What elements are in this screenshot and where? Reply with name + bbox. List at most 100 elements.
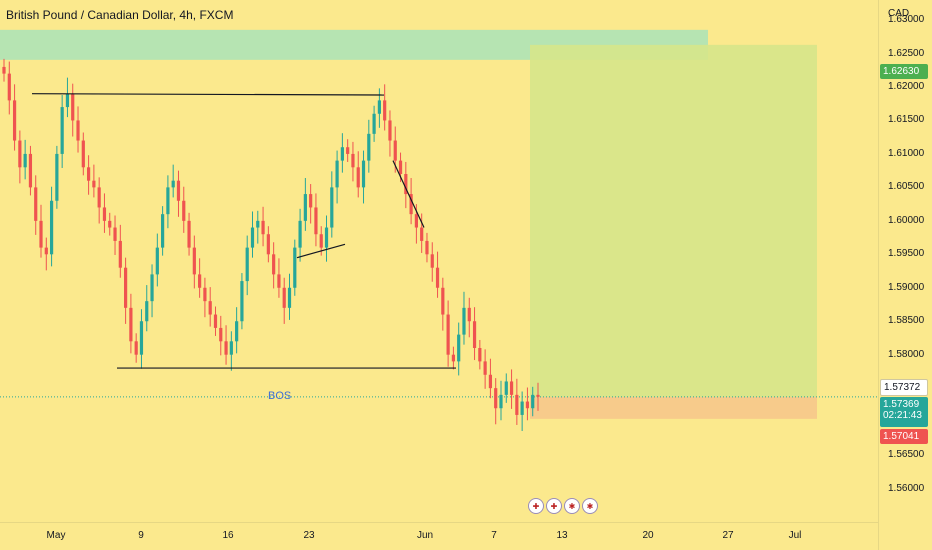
candle-body bbox=[303, 194, 307, 221]
candle-body bbox=[150, 274, 154, 302]
candle-body bbox=[71, 93, 75, 121]
candle-body bbox=[256, 220, 260, 228]
price-tick: 1.60000 bbox=[888, 214, 925, 226]
candle-body bbox=[60, 107, 64, 154]
time-tick: Jun bbox=[416, 530, 434, 541]
candle-body bbox=[293, 247, 297, 288]
candle-body bbox=[536, 394, 540, 397]
chart-title-text: British Pound / Canadian Dollar, 4h, FXC… bbox=[6, 8, 234, 22]
candle-body bbox=[203, 287, 207, 302]
time-tick: 20 bbox=[642, 530, 654, 541]
candle-body bbox=[134, 341, 138, 355]
candle-body bbox=[494, 388, 498, 409]
candle-body bbox=[34, 187, 38, 221]
current-price-white-badge: 1.57372 bbox=[880, 379, 928, 396]
candle-body bbox=[324, 227, 329, 248]
candle-body bbox=[520, 401, 524, 415]
price-tick: 1.56000 bbox=[888, 482, 925, 494]
candle-body bbox=[430, 254, 434, 268]
candle-body bbox=[108, 220, 112, 228]
candle-body bbox=[340, 147, 344, 161]
candle-body bbox=[330, 187, 334, 228]
candle-body bbox=[166, 187, 170, 215]
time-axis-divider bbox=[0, 522, 878, 523]
candle-body bbox=[219, 327, 223, 342]
canada-flag-icon[interactable]: ✚ bbox=[528, 498, 544, 514]
candle-body bbox=[414, 214, 418, 228]
price-tick: 1.61000 bbox=[888, 147, 925, 159]
time-tick: 23 bbox=[303, 530, 315, 541]
candle-body bbox=[351, 153, 355, 168]
candle-body bbox=[44, 247, 48, 255]
candle-body bbox=[446, 314, 450, 355]
candle-body bbox=[425, 240, 429, 255]
candle-body bbox=[102, 207, 107, 221]
event-flags[interactable]: ✚ ✚ ✱ ✱ bbox=[528, 498, 598, 514]
current-price-badge: 1.57369 02:21:43 bbox=[880, 397, 928, 427]
loss-zone bbox=[530, 396, 817, 419]
candle-body bbox=[372, 113, 376, 134]
candle-body bbox=[346, 147, 350, 154]
candle-body bbox=[86, 167, 91, 181]
current-price-value: 1.57369 bbox=[883, 399, 920, 410]
time-tick: Jul bbox=[788, 530, 802, 541]
price-tick: 1.62500 bbox=[888, 47, 925, 59]
candle-body bbox=[176, 180, 181, 201]
price-tick: 1.61500 bbox=[888, 114, 925, 126]
candle-body bbox=[261, 220, 265, 235]
time-tick: 9 bbox=[138, 530, 144, 541]
candle-body bbox=[224, 341, 228, 355]
candle-body bbox=[531, 394, 535, 409]
candle-body bbox=[187, 220, 191, 248]
candle-body bbox=[118, 240, 122, 268]
candle-body bbox=[208, 301, 212, 315]
candle-body bbox=[441, 287, 445, 315]
candle-body bbox=[76, 120, 80, 141]
candle-body bbox=[393, 140, 397, 161]
candle-body bbox=[213, 314, 218, 328]
trendline-1 bbox=[296, 243, 346, 259]
candle-body bbox=[81, 140, 85, 168]
countdown-timer: 02:21:43 bbox=[883, 410, 922, 421]
candle-body bbox=[499, 394, 503, 409]
candle-body bbox=[124, 267, 128, 308]
price-tick: 1.56500 bbox=[888, 449, 925, 461]
candle-body bbox=[457, 334, 461, 362]
candle-body bbox=[23, 153, 27, 168]
time-tick: 16 bbox=[222, 530, 234, 541]
trendline-2 bbox=[392, 160, 425, 228]
candle-body bbox=[145, 301, 149, 322]
candle-body bbox=[509, 381, 514, 395]
range-top-line bbox=[31, 93, 385, 96]
candle-body bbox=[435, 267, 440, 288]
currency-label: CAD bbox=[888, 8, 910, 19]
candle-body bbox=[171, 180, 175, 188]
candle-body bbox=[245, 247, 249, 282]
bos-label: BOS bbox=[268, 390, 292, 402]
candle-body bbox=[388, 120, 392, 141]
candle-body bbox=[367, 133, 371, 161]
candle-body bbox=[240, 281, 244, 322]
candle-body bbox=[161, 214, 165, 248]
candle-body bbox=[515, 394, 519, 415]
candle-body bbox=[504, 381, 508, 395]
price-tick: 1.58000 bbox=[888, 348, 925, 360]
price-tick: 1.63000 bbox=[888, 14, 925, 26]
uk-flag-icon-2[interactable]: ✱ bbox=[582, 498, 598, 514]
candle-body bbox=[462, 307, 466, 335]
candle-body bbox=[129, 307, 133, 342]
price-tick: 1.58500 bbox=[888, 315, 925, 327]
candle-body bbox=[65, 93, 70, 108]
candle-body bbox=[525, 401, 530, 409]
canada-flag-icon-2[interactable]: ✚ bbox=[546, 498, 562, 514]
candle-body bbox=[488, 374, 493, 389]
candle-body bbox=[250, 227, 255, 248]
candle-body bbox=[28, 153, 33, 188]
candle-body bbox=[483, 361, 487, 375]
uk-flag-icon[interactable]: ✱ bbox=[564, 498, 580, 514]
candle-body bbox=[229, 341, 233, 355]
time-tick: May bbox=[46, 530, 66, 541]
candle-body bbox=[298, 220, 302, 248]
